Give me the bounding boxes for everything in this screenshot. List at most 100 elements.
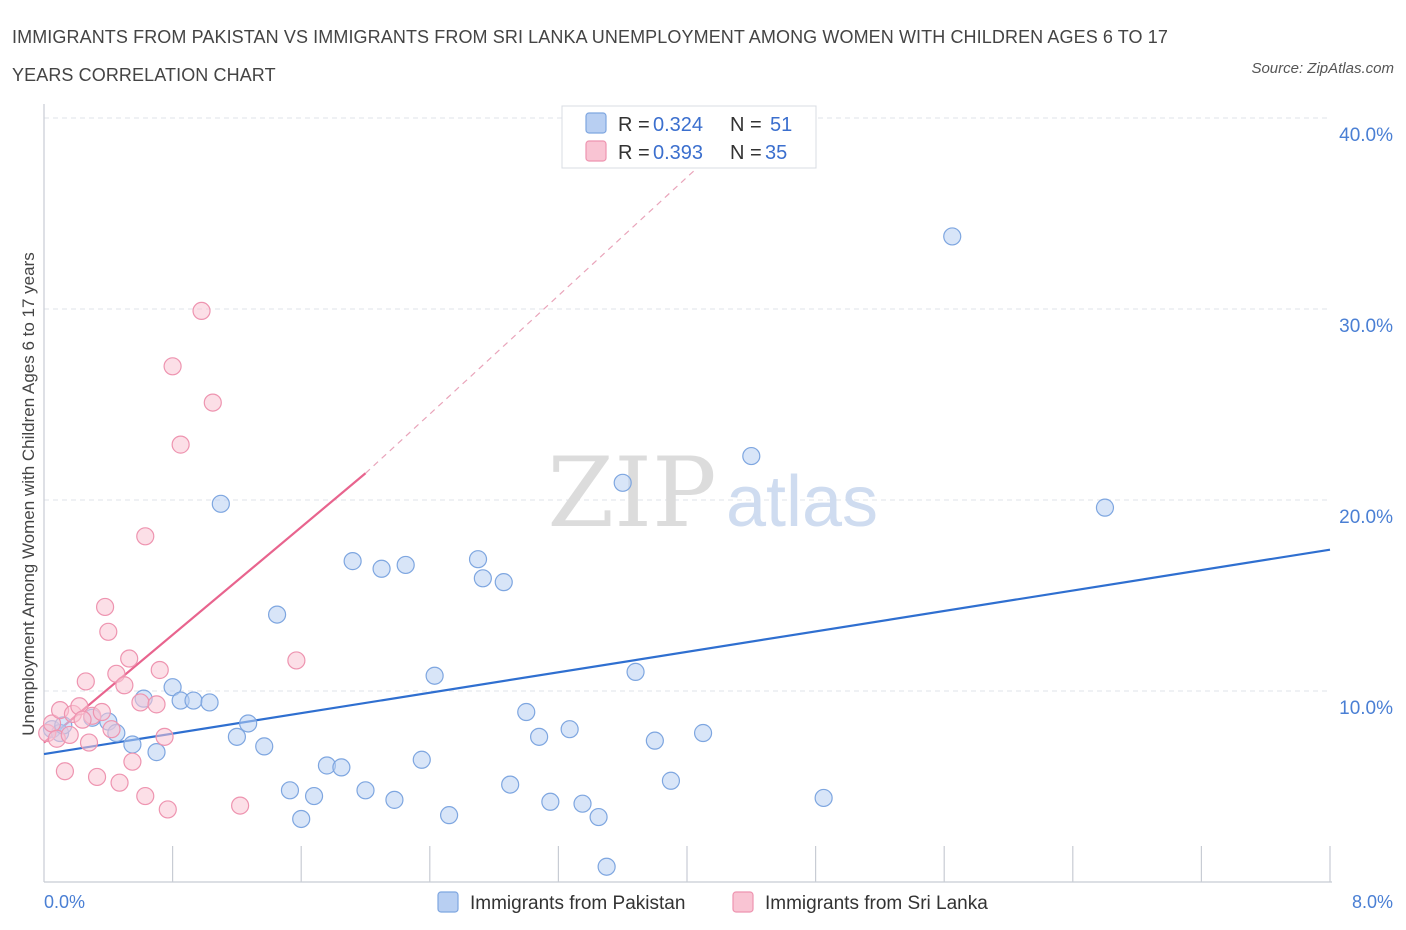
legend-n-label-pakistan: N = [730,114,762,136]
pakistan-point-13 [211,494,230,513]
srilanka-point-25 [158,800,177,819]
srilanka-point-24 [155,727,174,746]
srilanka-point-17 [120,649,139,668]
legend-n-value-pakistan: 51 [770,114,792,136]
srilanka-point-8 [79,733,99,752]
bottom-legend-swatch-pakistan [437,891,459,913]
pakistan-point-35 [517,702,536,722]
pakistan-point-42 [613,473,632,492]
srilanka-point-18 [123,752,142,771]
legend-r-label-srilanka: R = [618,142,650,164]
srilanka-point-32 [60,725,79,745]
srilanka-point-26 [163,357,182,376]
pakistan-point-15 [239,714,258,733]
legend-r-value-srilanka: 0.393 [653,142,703,164]
legend-r-value-pakistan: 0.324 [653,114,703,136]
pakistan-point-41 [597,857,616,876]
pakistan-point-22 [332,758,351,777]
pakistan-point-46 [693,723,713,743]
x-tick-label-min: 0.0% [44,892,85,912]
srilanka-point-13 [99,622,118,641]
bottom-legend: Immigrants from Pakistan Immigrants from… [437,891,988,914]
watermark-atlas: atlas [726,462,878,542]
srilanka-point-10 [87,767,107,787]
pakistan-point-36 [530,727,549,746]
pakistan-point-49 [943,227,962,246]
pakistan-point-24 [356,781,375,800]
y-axis-title: Unemployment Among Women with Children A… [19,252,38,736]
pakistan-points [42,227,1115,876]
pakistan-point-50 [1095,498,1115,517]
srilanka-point-4 [55,762,74,781]
top-legend: R = 0.324 N = 51 R = 0.393 N = 35 [561,105,817,169]
pakistan-point-19 [292,809,311,829]
srilanka-point-19 [131,693,150,712]
bottom-legend-label-srilanka: Immigrants from Sri Lanka [765,893,988,914]
pakistan-point-32 [473,569,492,588]
srilanka-point-27 [171,435,190,454]
pakistan-point-31 [468,550,488,569]
legend-n-label-srilanka: N = [730,142,762,164]
pakistan-point-43 [626,662,645,682]
legend-n-value-srilanka: 35 [765,142,787,164]
pakistan-point-11 [184,691,203,710]
pakistan-point-14 [227,727,246,746]
x-tick-label-max: 8.0% [1352,892,1393,912]
x-axis-ticks [172,846,1331,882]
pakistan-point-26 [385,790,404,809]
pakistan-point-17 [267,605,287,624]
pakistan-point-6 [123,735,142,754]
pakistan-point-44 [645,731,664,750]
pakistan-point-9 [163,678,182,697]
source-label: Source: ZipAtlas.com [1251,60,1394,77]
srilanka-point-12 [95,597,115,617]
pakistan-point-38 [560,720,579,739]
srilanka-point-22 [147,695,166,714]
pakistan-point-33 [494,573,513,592]
trend-line-pakistan [43,548,1331,756]
pakistan-point-45 [661,771,681,790]
grid-lines [44,117,1330,692]
y-tick-label-10: 10.0% [1339,698,1393,719]
pakistan-point-27 [396,555,415,575]
pakistan-point-34 [501,775,520,794]
srilanka-point-7 [76,672,95,691]
legend-swatch-pakistan [585,112,607,134]
pakistan-point-48 [814,788,833,808]
srilanka-point-34 [102,720,121,739]
srilanka-point-29 [203,393,222,412]
y-tick-label-30: 30.0% [1339,316,1393,337]
pakistan-point-12 [200,693,219,712]
trend-line-srilanka-extension [365,117,752,474]
srilanka-point-15 [110,773,129,792]
pakistan-point-39 [573,794,592,813]
pakistan-point-25 [372,559,391,578]
legend-r-label-pakistan: R = [618,114,650,136]
trend-lines [43,117,1331,756]
pakistan-point-8 [147,743,166,762]
pakistan-point-47 [742,446,761,466]
y-tick-label-20: 20.0% [1339,507,1393,528]
y-tick-labels: 10.0% 20.0% 30.0% 40.0% [1339,125,1393,719]
pakistan-point-20 [304,786,324,806]
bottom-legend-label-pakistan: Immigrants from Pakistan [470,893,685,914]
pakistan-point-18 [280,781,300,800]
watermark-zip: ZIP [547,437,716,549]
pakistan-point-30 [439,806,459,825]
pakistan-point-40 [589,807,608,827]
srilanka-point-30 [231,796,250,815]
pakistan-point-23 [343,552,362,571]
trend-line-srilanka [43,472,367,744]
legend-swatch-srilanka [585,140,607,162]
srilanka-point-16 [115,676,134,695]
y-tick-label-40: 40.0% [1339,125,1393,146]
srilanka-point-28 [192,301,211,321]
bottom-legend-swatch-srilanka [732,891,754,913]
srilanka-point-23 [150,660,169,680]
pakistan-point-37 [541,792,560,811]
pakistan-point-29 [425,666,444,685]
chart-title: IMMIGRANTS FROM PAKISTAN VS IMMIGRANTS F… [12,27,1168,85]
srilanka-point-21 [136,786,155,806]
srilanka-point-31 [287,651,306,670]
